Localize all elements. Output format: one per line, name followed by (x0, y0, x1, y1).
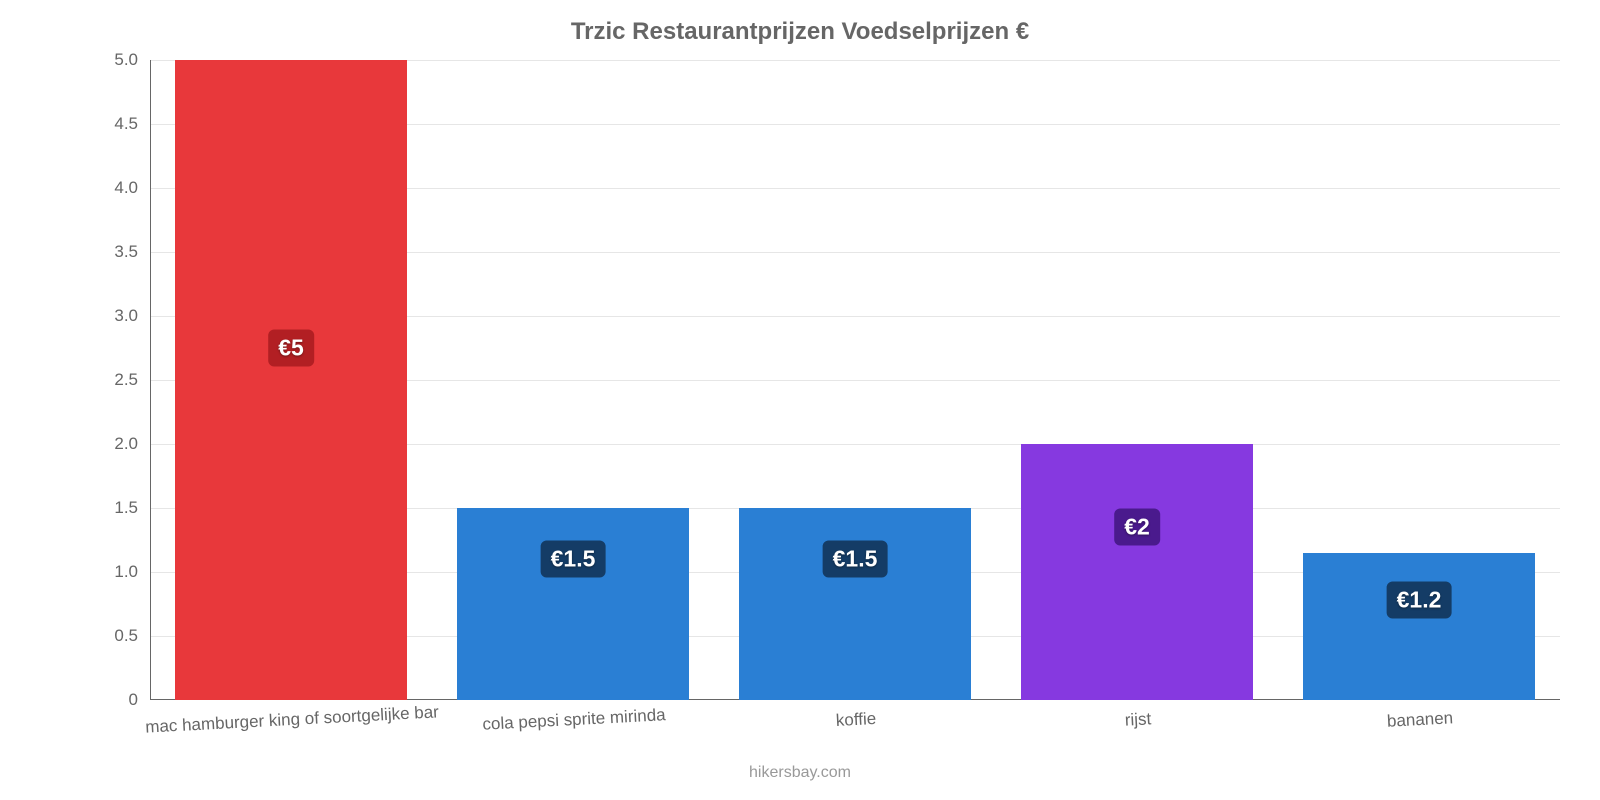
y-tick-label: 3.5 (114, 242, 150, 262)
bar (1303, 553, 1534, 700)
y-tick-label: 2.5 (114, 370, 150, 390)
attribution-text: hikersbay.com (0, 764, 1600, 782)
x-tick-label: bananen (1386, 698, 1454, 731)
y-tick-label: 2.0 (114, 434, 150, 454)
chart-container: Trzic Restaurantprijzen Voedselprijzen €… (0, 0, 1600, 800)
chart-title: Trzic Restaurantprijzen Voedselprijzen € (0, 18, 1600, 46)
value-badge: €1.5 (823, 541, 888, 578)
value-badge: €2 (1114, 509, 1160, 546)
bar (1021, 444, 1252, 700)
y-axis-line (150, 60, 151, 700)
bar (457, 508, 688, 700)
y-tick-label: 1.0 (114, 562, 150, 582)
y-tick-label: 5.0 (114, 50, 150, 70)
value-badge: €5 (268, 330, 314, 367)
y-tick-label: 3.0 (114, 306, 150, 326)
plot-area: 00.51.01.52.02.53.03.54.04.55.0€5mac ham… (150, 60, 1560, 700)
y-tick-label: 4.5 (114, 114, 150, 134)
y-tick-label: 4.0 (114, 178, 150, 198)
y-tick-label: 1.5 (114, 498, 150, 518)
value-badge: €1.2 (1387, 582, 1452, 619)
x-tick-label: rijst (1124, 699, 1152, 730)
bar (739, 508, 970, 700)
bar (175, 60, 406, 700)
value-badge: €1.5 (541, 541, 606, 578)
x-tick-label: koffie (835, 699, 877, 731)
x-tick-label: cola pepsi sprite mirinda (481, 695, 666, 735)
y-tick-label: 0.5 (114, 626, 150, 646)
